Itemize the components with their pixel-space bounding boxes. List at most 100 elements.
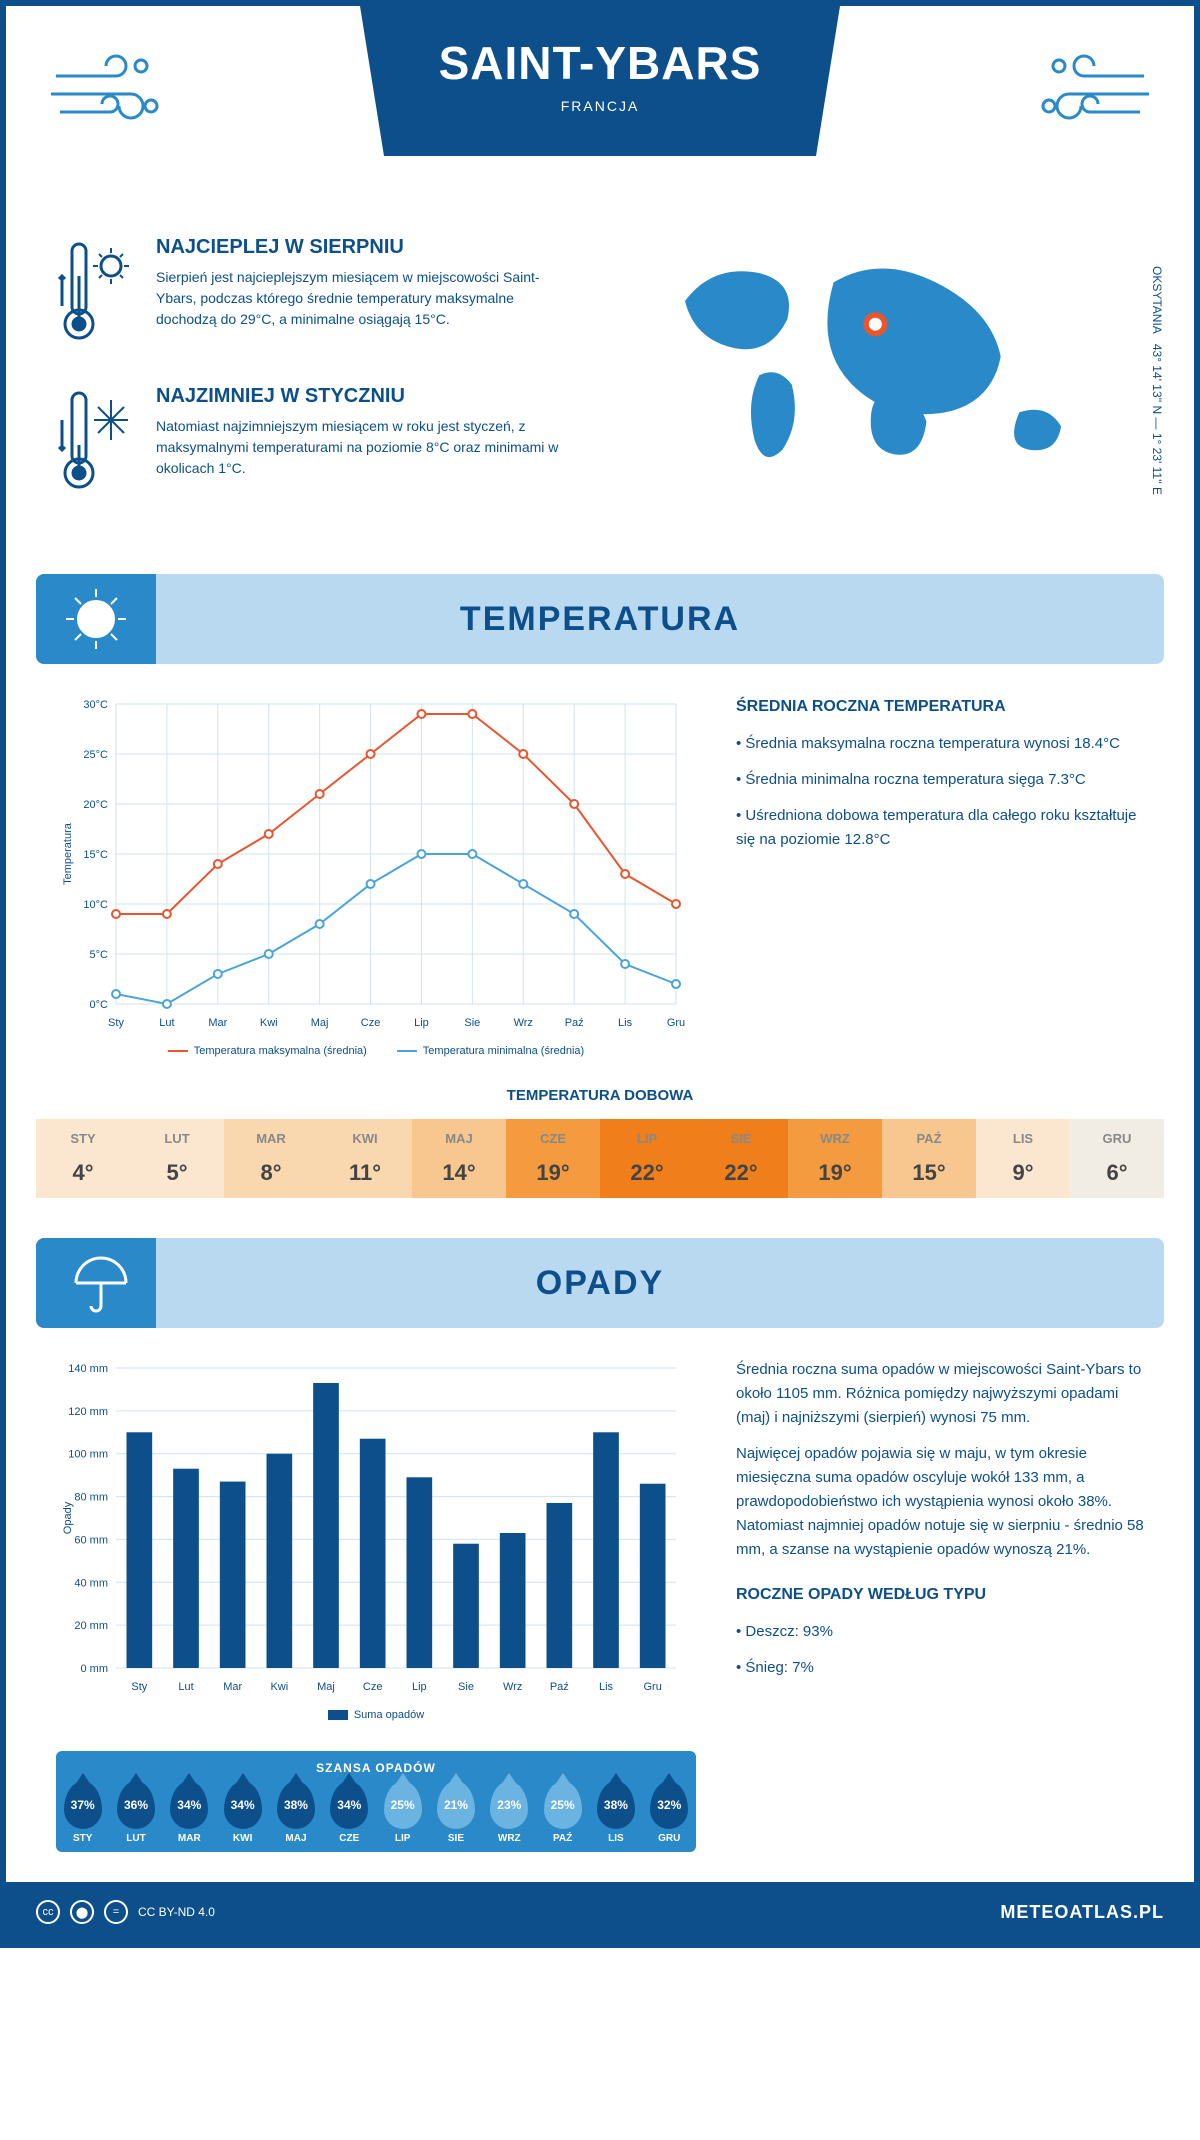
fact-cold-title: NAJZIMNIEJ W STYCZNIU [156, 385, 576, 408]
svg-text:Paź: Paź [550, 1681, 569, 1693]
temperature-line-chart: 0°C 5°C 10°C 15°C 20°C 25°C 30°C Sty Lut Mar Kwi Ma… [56, 694, 696, 1057]
svg-text:Sie: Sie [464, 1017, 480, 1029]
temperature-legend: Temperatura maksymalna (średnia) Tempera… [56, 1045, 696, 1057]
precipitation-bar-chart: 0 mm20 mm40 mm60 mm80 mm100 mm120 mm140 … [56, 1358, 696, 1721]
temperature-summary: ŚREDNIA ROCZNA TEMPERATURA • Średnia mak… [736, 694, 1144, 1057]
thermometer-hot-icon [56, 236, 136, 360]
svg-text:Cze: Cze [361, 1017, 381, 1029]
svg-text:40 mm: 40 mm [74, 1577, 108, 1589]
wind-icon [46, 46, 166, 152]
precip-type-title: ROCZNE OPADY WEDŁUG TYPU [736, 1582, 1144, 1608]
svg-text:Mar: Mar [223, 1681, 242, 1693]
by-icon: ⬤ [70, 1900, 94, 1924]
wind-icon [1034, 46, 1154, 152]
umbrella-icon [36, 1238, 156, 1328]
nd-icon: = [104, 1900, 128, 1924]
svg-text:10°C: 10°C [83, 899, 108, 911]
precipitation-section-header: OPADY [36, 1238, 1164, 1328]
svg-text:Lip: Lip [414, 1017, 429, 1029]
precip-para: Średnia roczna suma opadów w miejscowośc… [736, 1358, 1144, 1430]
svg-text:Wrz: Wrz [514, 1017, 533, 1029]
license-text: CC BY-ND 4.0 [138, 1905, 215, 1919]
thermometer-cold-icon [56, 385, 136, 509]
svg-text:Lut: Lut [178, 1681, 193, 1693]
svg-text:Temperatura: Temperatura [62, 822, 74, 885]
cc-icon: cc [36, 1900, 60, 1924]
svg-text:60 mm: 60 mm [74, 1534, 108, 1546]
svg-text:140 mm: 140 mm [68, 1363, 108, 1375]
svg-text:5°C: 5°C [90, 949, 109, 961]
license-block: cc ⬤ = CC BY-ND 4.0 [36, 1900, 215, 1924]
svg-text:Cze: Cze [363, 1681, 383, 1693]
intro-section: NAJCIEPLEJ W SIERPNIU Sierpień jest najc… [6, 216, 1194, 564]
rain-chance-drop: 34%MAR [163, 1781, 216, 1844]
daily-temp-cell: GRU6° [1070, 1119, 1164, 1198]
fact-coldest: NAJZIMNIEJ W STYCZNIU Natomiast najzimni… [56, 385, 576, 509]
temp-point: • Uśredniona dobowa temperatura dla całe… [736, 804, 1144, 852]
rain-chance-drop: 34%KWI [216, 1781, 269, 1844]
daily-temp-cell: SIE22° [694, 1119, 788, 1198]
rain-chance-drop: 38%MAJ [269, 1781, 322, 1844]
fact-hot-text: Sierpień jest najcieplejszym miesiącem w… [156, 267, 576, 330]
precipitation-summary: Średnia roczna suma opadów w miejscowośc… [736, 1358, 1144, 1721]
svg-text:120 mm: 120 mm [68, 1406, 108, 1418]
svg-text:25°C: 25°C [83, 749, 108, 761]
precip-type-point: • Śnieg: 7% [736, 1656, 1144, 1680]
temperature-content: 0°C 5°C 10°C 15°C 20°C 25°C 30°C Sty Lut Mar Kwi Ma… [6, 694, 1194, 1087]
svg-text:Gru: Gru [667, 1017, 685, 1029]
svg-text:Mar: Mar [208, 1017, 227, 1029]
daily-temp-cell: MAR8° [224, 1119, 318, 1198]
daily-temp-cell: KWI11° [318, 1119, 412, 1198]
rain-chance-drop: 34%CZE [323, 1781, 376, 1844]
precipitation-title: OPADY [156, 1264, 1044, 1303]
precip-para: Najwięcej opadów pojawia się w maju, w t… [736, 1442, 1144, 1562]
daily-temp-cell: STY4° [36, 1119, 130, 1198]
fact-warmest: NAJCIEPLEJ W SIERPNIU Sierpień jest najc… [56, 236, 576, 360]
svg-text:Lis: Lis [618, 1017, 633, 1029]
fact-hot-title: NAJCIEPLEJ W SIERPNIU [156, 236, 576, 259]
svg-text:Sty: Sty [108, 1017, 124, 1029]
world-map-box: OKSYTANIA 43° 14' 13'' N — 1° 23' 11'' E [616, 236, 1144, 534]
svg-text:Paź: Paź [565, 1017, 584, 1029]
svg-text:Gru: Gru [643, 1681, 661, 1693]
title-banner: SAINT-YBARS FRANCJA [360, 6, 840, 156]
svg-text:15°C: 15°C [83, 849, 108, 861]
rain-chance-drop: 25%LIP [376, 1781, 429, 1844]
daily-temp-cell: LIS9° [976, 1119, 1070, 1198]
fact-cold-text: Natomiast najzimniejszym miesiącem w rok… [156, 416, 576, 479]
svg-text:Maj: Maj [317, 1681, 335, 1693]
precipitation-legend: Suma opadów [56, 1709, 696, 1721]
svg-text:Lut: Lut [159, 1017, 174, 1029]
svg-text:30°C: 30°C [83, 699, 108, 711]
daily-temp-title: TEMPERATURA DOBOWA [36, 1087, 1164, 1104]
temperature-title: TEMPERATURA [156, 600, 1044, 639]
svg-text:Lis: Lis [599, 1681, 614, 1693]
coordinates-label: OKSYTANIA 43° 14' 13'' N — 1° 23' 11'' E [1150, 266, 1164, 495]
brand-label: METEOATLAS.PL [1000, 1902, 1164, 1923]
country-subtitle: FRANCJA [360, 98, 840, 114]
svg-text:0 mm: 0 mm [81, 1663, 109, 1675]
header: SAINT-YBARS FRANCJA [6, 6, 1194, 216]
svg-text:Lip: Lip [412, 1681, 427, 1693]
svg-text:Wrz: Wrz [503, 1681, 522, 1693]
temp-point: • Średnia minimalna roczna temperatura s… [736, 768, 1144, 792]
precipitation-content: 0 mm20 mm40 mm60 mm80 mm100 mm120 mm140 … [6, 1358, 1194, 1751]
rain-chance-drop: 32%GRU [643, 1781, 696, 1844]
rain-chance-panel: SZANSA OPADÓW 37%STY36%LUT34%MAR34%KWI38… [56, 1751, 696, 1852]
svg-text:Kwi: Kwi [270, 1681, 288, 1693]
rain-chance-drop: 38%LIS [589, 1781, 642, 1844]
svg-text:20°C: 20°C [83, 799, 108, 811]
city-title: SAINT-YBARS [360, 36, 840, 90]
daily-temp-cell: WRZ19° [788, 1119, 882, 1198]
svg-text:Sty: Sty [131, 1681, 147, 1693]
footer: cc ⬤ = CC BY-ND 4.0 METEOATLAS.PL [6, 1882, 1194, 1942]
svg-text:Maj: Maj [311, 1017, 329, 1029]
rain-chance-drop: 21%SIE [429, 1781, 482, 1844]
svg-text:Opady: Opady [62, 1501, 74, 1534]
svg-text:20 mm: 20 mm [74, 1620, 108, 1632]
rain-chance-drop: 36%LUT [109, 1781, 162, 1844]
rain-chance-drop: 23%WRZ [483, 1781, 536, 1844]
svg-text:Sie: Sie [458, 1681, 474, 1693]
svg-text:Kwi: Kwi [260, 1017, 278, 1029]
svg-text:0°C: 0°C [90, 999, 109, 1011]
